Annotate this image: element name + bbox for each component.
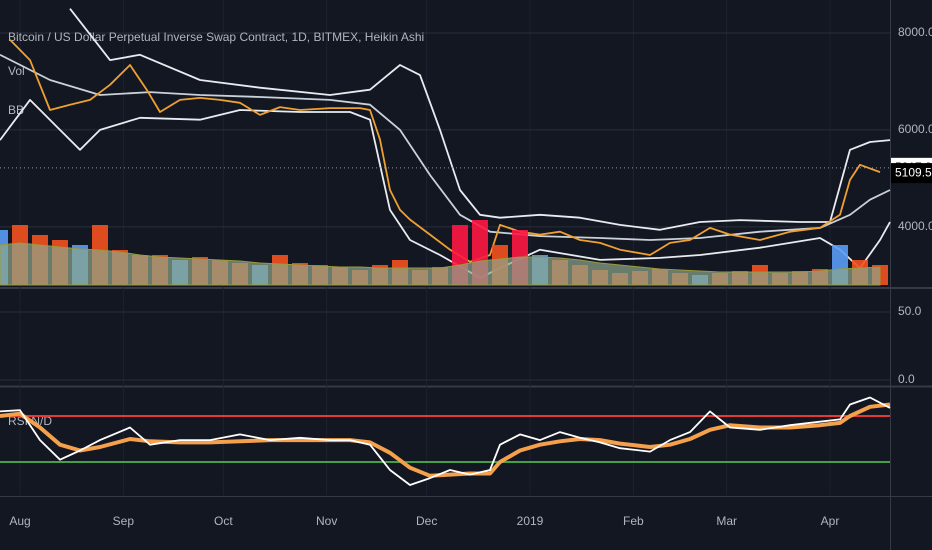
x-tick-label: 2019 bbox=[517, 514, 544, 528]
series-line bbox=[69, 8, 891, 231]
x-tick-label: Feb bbox=[623, 514, 644, 528]
legend-entry: Vol bbox=[8, 64, 25, 78]
x-tick-label: Mar bbox=[716, 514, 737, 528]
price-label: 5109.5 bbox=[895, 165, 932, 179]
y-tick-label: 6000.0 bbox=[898, 122, 932, 136]
price-label-box bbox=[891, 163, 932, 184]
series-line bbox=[0, 402, 891, 478]
x-tick-label: Apr bbox=[821, 514, 840, 528]
x-tick-label: Dec bbox=[416, 514, 437, 528]
x-tick-label: Nov bbox=[316, 514, 337, 528]
volume-ma-area bbox=[0, 242, 881, 286]
x-tick-label: Aug bbox=[9, 514, 30, 528]
y-tick-label: 0.0 bbox=[898, 372, 915, 386]
series-line bbox=[0, 53, 891, 241]
chart-title: Bitcoin / US Dollar Perpetual Inverse Sw… bbox=[8, 30, 424, 44]
series-line bbox=[0, 396, 891, 486]
y-tick-label: 50.0 bbox=[898, 304, 922, 318]
x-tick-label: Sep bbox=[113, 514, 135, 528]
y-tick-label: 8000.0 bbox=[898, 25, 932, 39]
series-line bbox=[9, 39, 881, 263]
series-line bbox=[0, 99, 891, 279]
y-tick-label: 4000.0 bbox=[898, 219, 932, 233]
x-tick-label: Oct bbox=[214, 514, 233, 528]
